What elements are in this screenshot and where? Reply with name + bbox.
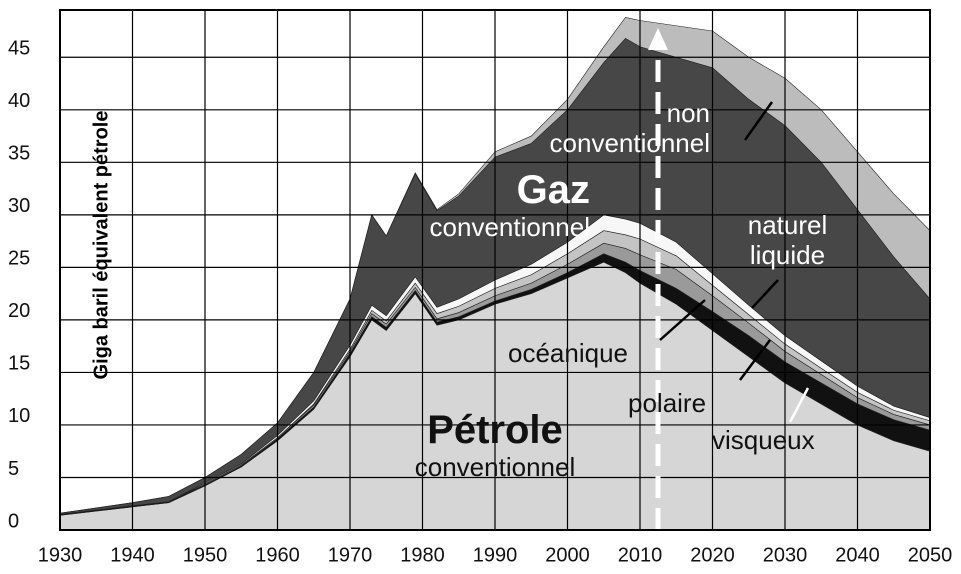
x-tick-label: 1980 (400, 544, 445, 566)
x-tick-label: 2030 (763, 544, 808, 566)
y-tick-label: 20 (8, 300, 30, 322)
series-label: océanique (508, 338, 628, 368)
series-label: visqueux (712, 425, 815, 455)
x-tick-label: 1990 (473, 544, 518, 566)
y-tick-label: 45 (8, 38, 30, 60)
x-tick-label: 2040 (835, 544, 880, 566)
y-tick-label: 25 (8, 248, 30, 270)
x-tick-label: 1930 (38, 544, 83, 566)
x-tick-label: 2010 (618, 544, 663, 566)
x-tick-label: 1950 (183, 544, 228, 566)
pointer-arrow (659, 299, 706, 341)
y-tick-label: 40 (8, 90, 30, 112)
decorations (648, 28, 810, 530)
x-tick-label: 1960 (255, 544, 300, 566)
y-tick-label: 35 (8, 143, 30, 165)
series-label: polaire (628, 388, 707, 418)
y-tick-label: 15 (8, 353, 30, 375)
x-tick-label: 2050 (908, 544, 953, 566)
pointer-arrow (743, 101, 774, 141)
pointer-arrow (751, 279, 779, 309)
y-tick-label: 10 (8, 405, 30, 427)
series-label: non conventionnel (549, 98, 710, 158)
series-label: Pétrole conventionnel (414, 408, 576, 482)
y-tick-label: 5 (8, 458, 19, 480)
x-tick-label: 1970 (328, 544, 373, 566)
arrow-head (648, 28, 668, 50)
pointer-arrow (739, 339, 771, 381)
y-tick-label: 30 (8, 195, 30, 217)
plot-frame (59, 9, 931, 531)
pointer-arrow (788, 387, 810, 423)
x-tick-label: 2020 (690, 544, 735, 566)
y-tick-label: 0 (8, 510, 19, 532)
series-label: naturel liquide (747, 210, 828, 270)
x-tick-label: 2000 (545, 544, 590, 566)
series-label: Gaz conventionnel (429, 168, 590, 242)
y-axis-title: Giga baril équivalent pétrole (90, 111, 112, 380)
x-tick-label: 1940 (110, 544, 155, 566)
